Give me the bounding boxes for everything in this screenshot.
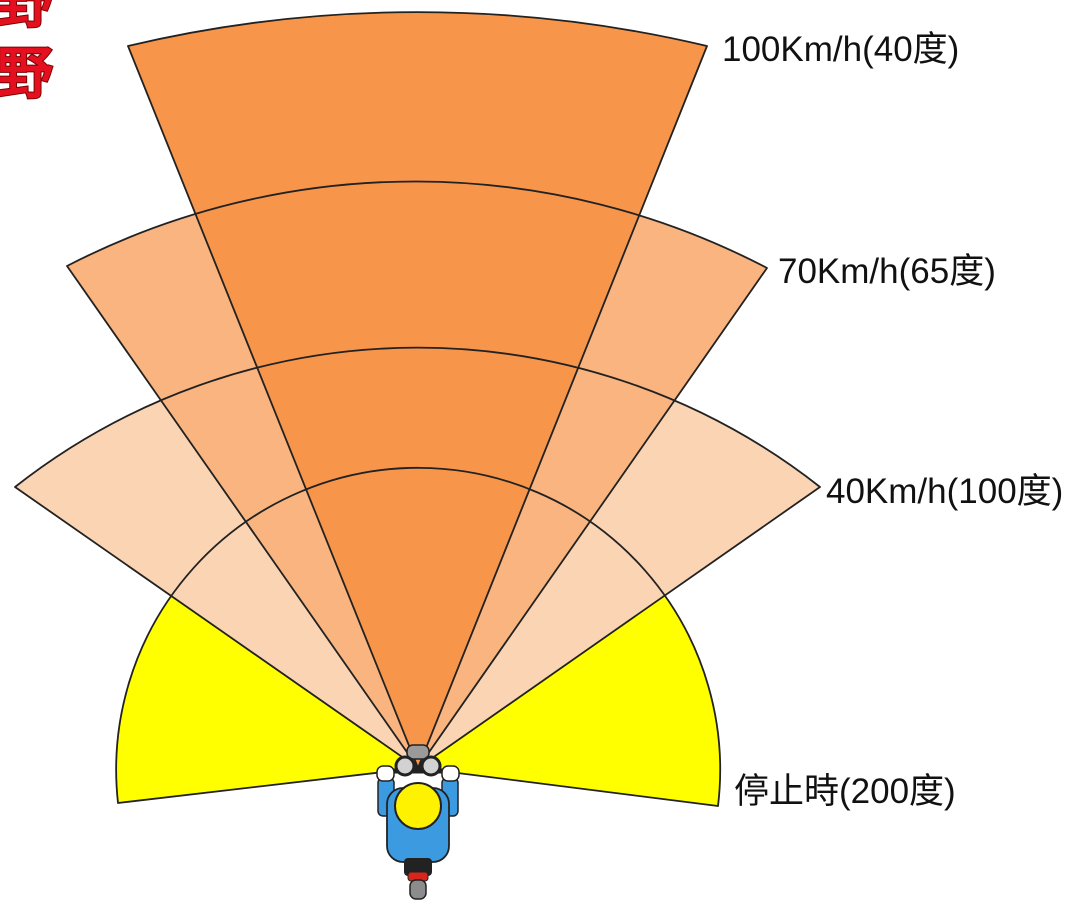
- sector-outline-40kmh-100deg: [14, 346, 821, 769]
- right-mirror: [420, 755, 442, 777]
- label-stopped: 停止時(200度): [734, 772, 956, 811]
- helmet: [394, 782, 442, 830]
- left-glove: [376, 765, 395, 782]
- rear-wheel: [409, 879, 427, 900]
- sector-outlines: [14, 11, 821, 807]
- label-70kmh: 70Km/h(65度): [778, 252, 996, 291]
- label-100kmh: 100Km/h(40度): [722, 30, 959, 69]
- sector-labels: 100Km/h(40度) 70Km/h(65度) 40Km/h(100度) 停止…: [722, 30, 1063, 811]
- sector-outline-70kmh-65deg: [66, 180, 768, 769]
- sector-fill-100kmh-40deg: [128, 12, 707, 769]
- rider-illustration: [376, 744, 460, 900]
- corner-char-2: 野: [0, 42, 53, 107]
- label-40kmh: 40Km/h(100度): [826, 472, 1063, 511]
- sector-outline-stopped-200deg: [115, 466, 721, 807]
- corner-char-1: 野: [0, 0, 53, 36]
- sector-fills: [15, 12, 820, 806]
- left-mirror: [394, 755, 416, 777]
- front-fender: [406, 744, 430, 760]
- sector-outline-100kmh-40deg: [127, 11, 708, 769]
- corner-text: 野 野: [0, 0, 54, 108]
- right-glove: [441, 765, 460, 782]
